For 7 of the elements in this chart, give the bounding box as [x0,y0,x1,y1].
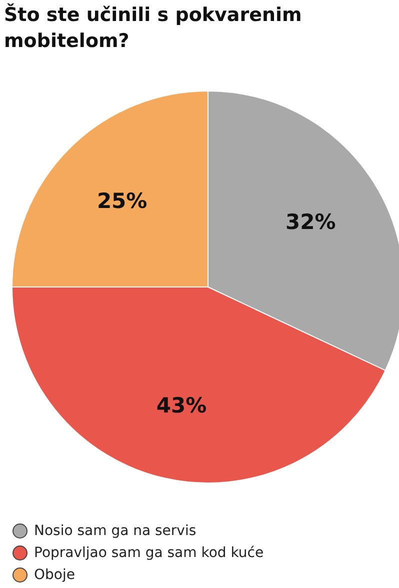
legend-label: Nosio sam ga na servis [34,522,196,541]
legend-label: Oboje [34,566,75,585]
data-label: 32% [285,210,336,234]
chart-title: Što ste učinili s pokvarenim mobitelom? [4,2,303,54]
data-label: 43% [156,394,207,418]
legend-label: Popravljao sam ga sam kod kuće [34,544,264,563]
data-label: 25% [96,189,148,214]
